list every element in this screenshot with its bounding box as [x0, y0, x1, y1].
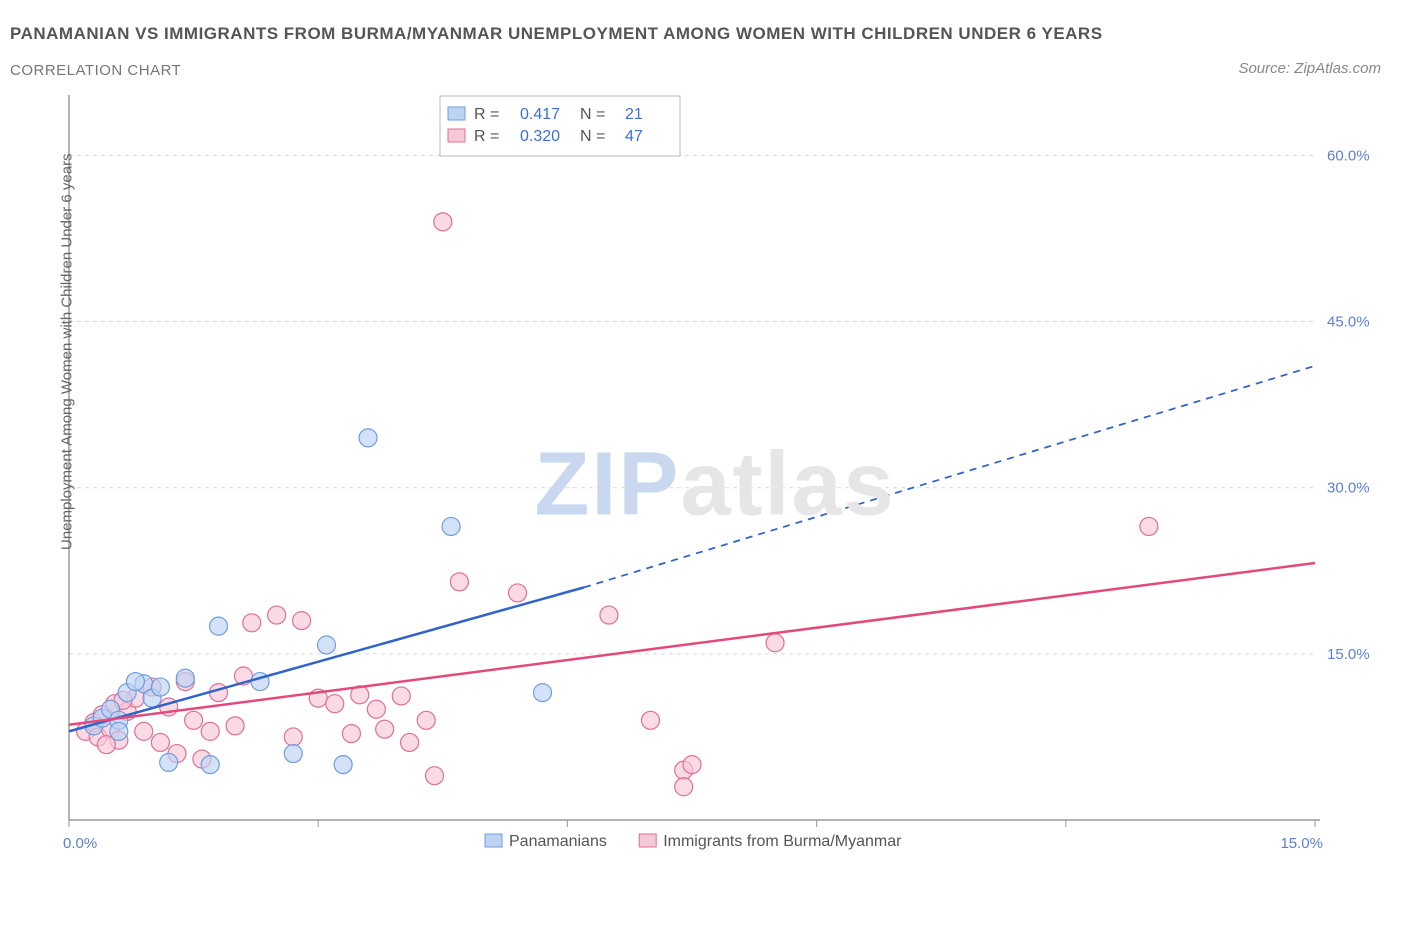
- svg-text:N =: N =: [580, 128, 605, 145]
- svg-text:47: 47: [625, 128, 643, 145]
- y-axis-label: Unemployment Among Women with Children U…: [59, 153, 76, 550]
- svg-text:15.0%: 15.0%: [1280, 835, 1323, 852]
- chart-subtitle: CORRELATION CHART: [10, 62, 181, 79]
- svg-text:45.0%: 45.0%: [1327, 314, 1370, 331]
- svg-text:Immigrants from Burma/Myanmar: Immigrants from Burma/Myanmar: [663, 833, 902, 850]
- svg-text:15.0%: 15.0%: [1327, 646, 1370, 663]
- scatter-plot: 15.0% 30.0% 45.0% 60.0% 0.0% 15.0% R = 0.417 N =…: [55, 90, 1375, 880]
- svg-text:0.320: 0.320: [520, 128, 560, 145]
- svg-text:R =: R =: [474, 106, 499, 123]
- svg-text:0.417: 0.417: [520, 106, 560, 123]
- svg-text:60.0%: 60.0%: [1327, 147, 1370, 164]
- svg-text:30.0%: 30.0%: [1327, 480, 1370, 497]
- chart-area: ZIPatlas 15.0%30.0%45.0%60.0%0.0%15.0%R …: [55, 90, 1375, 880]
- svg-text:R =: R =: [474, 128, 499, 145]
- svg-text:N =: N =: [580, 106, 605, 123]
- svg-text:21: 21: [625, 106, 643, 123]
- svg-text:Panamanians: Panamanians: [509, 833, 607, 850]
- source-label: Source: ZipAtlas.com: [1238, 60, 1381, 77]
- svg-text:0.0%: 0.0%: [63, 835, 97, 852]
- page-title: PANAMANIAN VS IMMIGRANTS FROM BURMA/MYAN…: [10, 24, 1103, 44]
